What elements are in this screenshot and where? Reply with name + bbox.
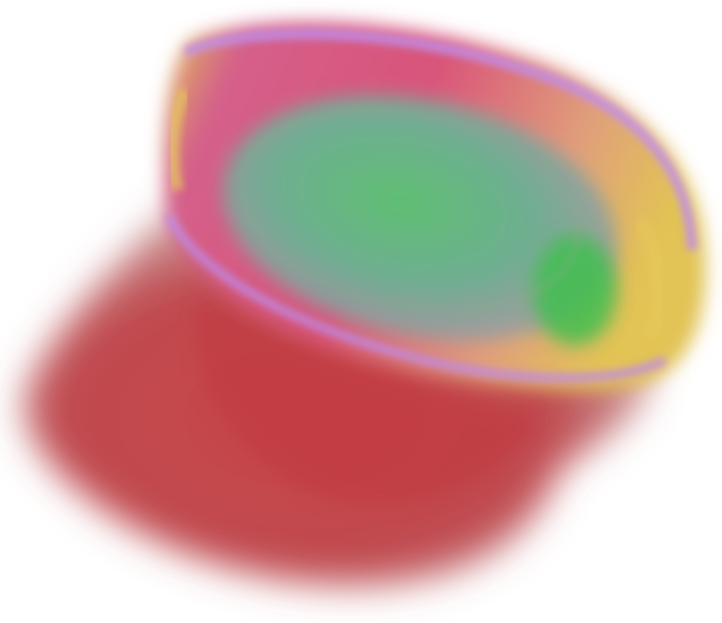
vessel-opening xyxy=(222,95,618,345)
